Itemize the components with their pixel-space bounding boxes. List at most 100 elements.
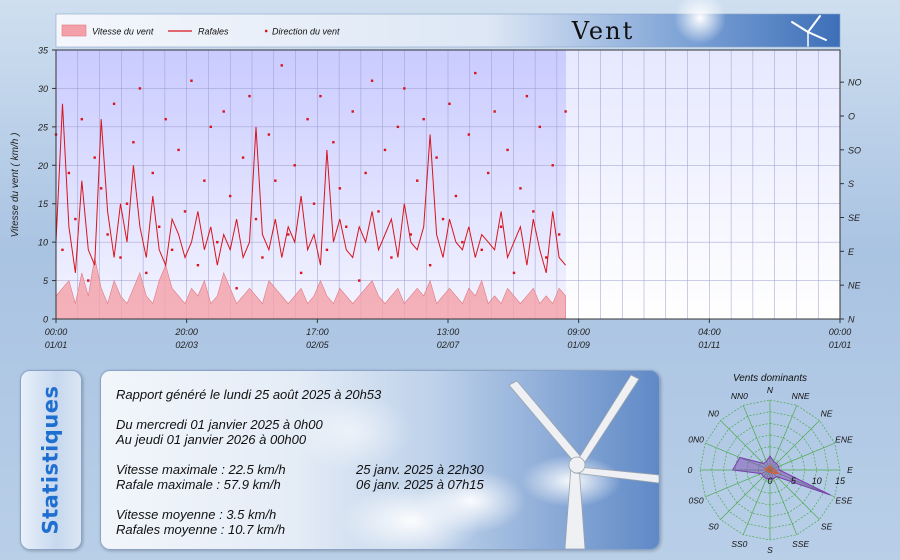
x-tick-date: 02/05 xyxy=(306,340,330,350)
x-tick-time: 09:00 xyxy=(567,327,590,337)
radar-tick-label: 5 xyxy=(791,476,797,486)
direction-point xyxy=(545,256,548,259)
y-axis-label: Vitesse du vent ( km/h ) xyxy=(10,133,21,238)
x-tick-date: 02/03 xyxy=(175,340,198,350)
direction-point xyxy=(74,217,77,221)
direction-point xyxy=(196,264,200,267)
wind-speed-area xyxy=(55,257,566,320)
sky-illustration xyxy=(291,374,659,549)
direction-point xyxy=(435,156,438,159)
radar-spoke xyxy=(720,469,771,520)
y-tick-label: 25 xyxy=(37,122,49,132)
radar-spoke xyxy=(705,469,771,498)
direction-point xyxy=(409,233,412,236)
x-tick-date: 01/01 xyxy=(45,340,68,350)
plot-area-empty xyxy=(566,50,840,319)
sun-glow xyxy=(674,0,726,44)
direction-point xyxy=(280,64,283,67)
direction-point xyxy=(480,248,483,252)
statistics-side-panel: Statistiques xyxy=(20,370,82,550)
direction-point xyxy=(338,187,342,190)
radar-spoke xyxy=(742,405,771,471)
direction-point xyxy=(254,217,258,221)
period-end: Au jeudi 01 janvier 2026 à 00h00 xyxy=(116,432,307,447)
y2-tick-label: NO xyxy=(848,78,862,88)
radar-direction-label: 0N0 xyxy=(688,434,704,444)
radar-direction-label: NE xyxy=(821,408,833,418)
direction-point xyxy=(145,271,148,275)
x-tick-date: 01/09 xyxy=(567,340,590,350)
direction-point xyxy=(203,179,206,182)
legend-swatch-speed xyxy=(61,24,87,37)
x-tick-date: 01/11 xyxy=(698,340,720,350)
direction-point xyxy=(551,164,554,167)
direction-point xyxy=(448,102,451,105)
direction-point xyxy=(416,179,419,182)
direction-point xyxy=(396,125,400,129)
direction-point xyxy=(125,202,129,205)
gust-line xyxy=(55,103,566,274)
direction-point xyxy=(190,79,193,82)
radar-direction-label: N xyxy=(767,385,774,395)
radar-direction-label: ESE xyxy=(835,496,852,506)
direction-point xyxy=(532,210,535,213)
direction-point xyxy=(80,117,84,121)
legend-label-speed: Vitesse du vent xyxy=(92,27,154,37)
radar-spoke xyxy=(769,469,820,520)
direction-point xyxy=(499,225,503,228)
y2-tick-label: O xyxy=(848,111,855,121)
radar-direction-label: 0S0 xyxy=(689,496,704,506)
direction-point xyxy=(299,271,303,275)
direction-point xyxy=(390,256,393,259)
direction-point xyxy=(112,102,116,105)
radar-direction-label: ENE xyxy=(835,434,853,444)
radar-direction-label: NNE xyxy=(792,391,810,401)
y2-tick-label: SE xyxy=(848,213,861,223)
radar-spoke xyxy=(769,420,820,471)
direction-point xyxy=(519,187,522,190)
direction-point xyxy=(93,156,96,159)
radar-direction-label: 0 xyxy=(688,465,693,475)
radar-spoke xyxy=(769,405,798,471)
direction-point xyxy=(274,179,277,182)
direction-point xyxy=(364,171,367,175)
direction-point xyxy=(486,171,490,175)
direction-point xyxy=(325,248,329,252)
avg-gust: Rafales moyenne : 10.7 km/h xyxy=(116,522,286,537)
direction-point xyxy=(461,240,464,244)
direction-point xyxy=(138,87,142,90)
radar-spoke xyxy=(720,420,771,471)
direction-point xyxy=(351,110,354,113)
radar-spoke xyxy=(742,469,771,535)
direction-point xyxy=(241,156,245,159)
period-start: Du mercredi 01 janvier 2025 à 0h00 xyxy=(116,417,323,432)
direction-point xyxy=(493,110,496,113)
direction-point xyxy=(319,94,322,98)
x-tick-time: 04:00 xyxy=(698,327,721,337)
plot-area-filled xyxy=(56,50,566,319)
radar-direction-label: SS0 xyxy=(731,539,747,549)
direction-point xyxy=(474,71,477,75)
radar-title: Vents dominants xyxy=(733,373,807,384)
legend-label-direction: Direction du vent xyxy=(272,27,340,37)
direction-point xyxy=(209,125,213,129)
direction-point xyxy=(177,148,180,152)
radar-direction-label: SE xyxy=(821,522,833,532)
direction-point xyxy=(403,87,406,90)
gust-line-path xyxy=(55,103,566,274)
direction-point xyxy=(248,94,251,98)
y-tick-label: 10 xyxy=(38,238,48,248)
direction-point xyxy=(422,117,425,121)
radar-direction-label: S xyxy=(767,545,773,555)
direction-point xyxy=(183,210,187,213)
y2-axis-ticks: N NE E SE S SO O NO xyxy=(840,78,862,325)
direction-point xyxy=(332,141,335,144)
x-axis-ticks: 00:00 01/01 20:00 02/03 17:00 02/05 13:00 02/07… xyxy=(45,319,851,350)
direction-point xyxy=(538,125,541,129)
avg-speed: Vitesse moyenne : 3.5 km/h xyxy=(116,507,277,522)
direction-point xyxy=(287,233,290,236)
direction-point xyxy=(99,187,103,190)
radar-tick-label: 0 xyxy=(767,476,772,486)
y-tick-label: 5 xyxy=(43,276,49,286)
direction-point xyxy=(164,117,167,121)
